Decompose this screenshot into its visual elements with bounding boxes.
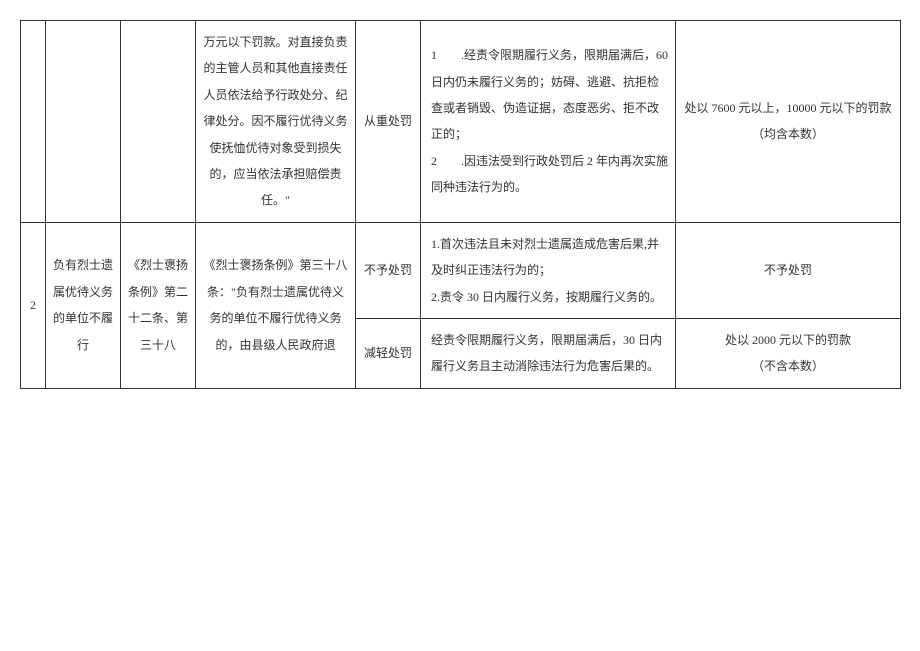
cell-basis-2: 《烈士褒扬条例》第二十二条、第三十八 — [121, 222, 196, 388]
cell-level-2a: 不予处罚 — [356, 222, 421, 318]
cell-condition-1: 1 .经责令限期履行义务，限期届满后，60日内仍未履行义务的；妨碍、逃避、抗拒检… — [421, 21, 676, 223]
table-row-2a: 2 负有烈士遗属优待义务的单位不履行 《烈士褒扬条例》第二十二条、第三十八 《烈… — [21, 222, 901, 318]
cell-penalty-1: 处以 7600 元以上，10000 元以下的罚款（均含本数） — [676, 21, 901, 223]
cell-basis-1 — [121, 21, 196, 223]
cell-reason-1 — [46, 21, 121, 223]
cell-condition-2a: 1.首次违法且未对烈士遗属造成危害后果,并及时纠正违法行为的；2.责令 30 日… — [421, 222, 676, 318]
cell-num-2: 2 — [21, 222, 46, 388]
cell-level-2b: 减轻处罚 — [356, 318, 421, 388]
table-row-1: 万元以下罚款。对直接负责的主管人员和其他直接责任人员依法给予行政处分、纪律处分。… — [21, 21, 901, 223]
condition-text-2a: 1.首次违法且未对烈士遗属造成危害后果,并及时纠正违法行为的；2.责令 30 日… — [431, 237, 662, 304]
cell-regulation-2: 《烈士褒扬条例》第三十八条："负有烈士遗属优待义务的单位不履行优待义务的，由县级… — [196, 222, 356, 388]
penalty-text-2b: 处以 2000 元以下的罚款（不含本数） — [725, 333, 851, 373]
regulation-table: 万元以下罚款。对直接负责的主管人员和其他直接责任人员依法给予行政处分、纪律处分。… — [20, 20, 901, 389]
cell-level-1: 从重处罚 — [356, 21, 421, 223]
cell-regulation-1: 万元以下罚款。对直接负责的主管人员和其他直接责任人员依法给予行政处分、纪律处分。… — [196, 21, 356, 223]
condition-text-1: 1 .经责令限期履行义务，限期届满后，60日内仍未履行义务的；妨碍、逃避、抗拒检… — [431, 48, 668, 194]
cell-reason-2: 负有烈士遗属优待义务的单位不履行 — [46, 222, 121, 388]
cell-condition-2b: 经责令限期履行义务，限期届满后，30 日内履行义务且主动消除违法行为危害后果的。 — [421, 318, 676, 388]
cell-penalty-2a: 不予处罚 — [676, 222, 901, 318]
cell-num-1 — [21, 21, 46, 223]
cell-penalty-2b: 处以 2000 元以下的罚款（不含本数） — [676, 318, 901, 388]
